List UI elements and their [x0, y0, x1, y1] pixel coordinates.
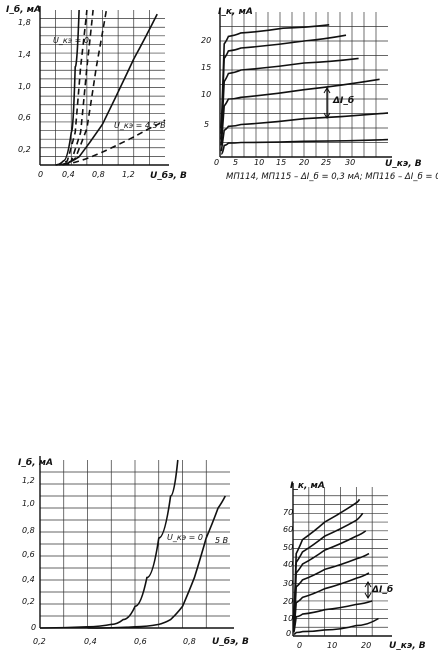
- delta-ib-arrowhead-down-1: [364, 592, 372, 599]
- chart4-delta-ib-label: ΔI_б: [371, 584, 393, 595]
- chart3-ticks: 0,2 0,4 0,6 0,8 0 0,2 0,4 0,6 0,8 1,0 1,…: [22, 476, 196, 646]
- chart1-xtick-1: 0,4: [62, 170, 75, 179]
- chart4-series-1: [293, 600, 373, 633]
- chart3-annotation-5v: 5 В: [215, 536, 228, 545]
- chart2-xtick-0: 0: [214, 158, 219, 167]
- chart1-ticks: 0 0,4 0,8 1,2 0,2 0,6 1,0 1,4 1,8: [18, 18, 135, 179]
- chart2-ticks: 0 5 10 15 20 25 30 5 10 15 20: [201, 36, 355, 167]
- chart4-ytick-3: 30: [283, 579, 293, 588]
- chart4-xtick-1: 10: [327, 641, 337, 650]
- chart2-xtick-3: 15: [276, 158, 286, 167]
- chart2-series-0: [221, 138, 389, 155]
- chart4-ticks: 0 10 20 0 10 20 30 40 50 60 70: [283, 508, 371, 650]
- chart4-ylabel: I_к, мА: [290, 481, 325, 491]
- chart3-series-1: [87, 495, 227, 629]
- chart2-ytick-1: 10: [201, 90, 211, 99]
- chart2-xtick-6: 30: [345, 158, 355, 167]
- chart3-annotation-uke-0: U_кэ = 0: [167, 533, 203, 542]
- chart3-ytick-0: 0: [31, 623, 36, 632]
- chart1-series-1: [55, 9, 88, 166]
- chart-input-characteristics-bottom: 0,2 0,4 0,6 0,8 0 0,2 0,4 0,6 0,8 1,0 1,…: [18, 456, 249, 647]
- chart2-ytick-2: 15: [201, 63, 211, 72]
- chart2-xtick-5: 25: [321, 158, 331, 167]
- chart2-series-1: [220, 112, 389, 152]
- chart3-ytick-4: 0,8: [22, 526, 35, 535]
- chart3-ytick-1: 0,2: [22, 597, 35, 606]
- chart3-curves: [39, 459, 227, 629]
- chart1-ytick-2: 1,0: [18, 82, 31, 91]
- chart4-series-6: [293, 498, 361, 624]
- chart4-xlabel: U_кэ, В: [389, 641, 426, 651]
- chart2-series-3: [220, 57, 359, 140]
- chart4-curves: [293, 498, 379, 635]
- chart3-xtick-3: 0,8: [183, 637, 196, 646]
- chart4-ytick-0: 0: [286, 629, 291, 638]
- chart2-ytick-0: 5: [204, 120, 209, 129]
- chart-output-characteristics-bottom: 0 10 20 0 10 20 30 40 50 60 70 I_к, мА U…: [283, 481, 426, 651]
- chart1-series-2: [59, 9, 94, 166]
- chart4-ytick-4: 40: [283, 560, 293, 569]
- chart1-curves: [55, 9, 166, 166]
- chart1-xlabel: U_бэ, В: [150, 170, 187, 181]
- chart3-ytick-2: 0,4: [22, 575, 35, 584]
- chart1-series-0: [55, 9, 80, 166]
- chart4-ytick-7: 70: [283, 508, 293, 517]
- chart2-grid: [220, 12, 388, 157]
- chart1-xtick-0: 0: [38, 170, 43, 179]
- chart1-annotation-uke-0: U_кэ = 0: [53, 36, 89, 45]
- chart2-caption: МП114, МП115 – ΔI_б = 0,3 мА; МП116 – ΔI…: [226, 172, 438, 182]
- chart1-ytick-0: 0,2: [18, 145, 31, 154]
- chart3-xtick-2: 0,6: [134, 637, 147, 646]
- chart4-ytick-1: 10: [283, 614, 293, 623]
- chart2-series-2: [220, 78, 380, 146]
- chart1-ylabel: I_б, мА: [6, 4, 41, 15]
- chart1-annotation-uke-45: U_кэ = 4,5 В: [114, 121, 166, 130]
- chart4-series-2: [293, 572, 370, 631]
- chart2-series-5: [220, 24, 330, 129]
- delta-ib-arrowhead-down-0: [323, 112, 331, 119]
- chart3-grid: [40, 460, 230, 628]
- chart3-ylabel: I_б, мА: [18, 457, 53, 468]
- chart4-ytick-6: 60: [283, 525, 293, 534]
- chart1-ytick-3: 1,4: [18, 50, 31, 59]
- chart3-ytick-5: 1,0: [22, 499, 35, 508]
- chart3-xlabel: U_бэ, В: [212, 636, 249, 647]
- chart2-xlabel: U_кэ, В: [385, 159, 422, 169]
- chart2-xtick-1: 5: [233, 158, 238, 167]
- chart1-xtick-3: 1,2: [122, 170, 135, 179]
- chart2-ylabel: I_к, мА: [218, 7, 253, 17]
- chart3-ytick-6: 1,2: [22, 476, 35, 485]
- chart3-ytick-3: 0,6: [22, 550, 35, 559]
- chart3-xtick-0: 0,2: [33, 637, 46, 646]
- chart1-ytick-1: 0,6: [18, 113, 31, 122]
- chart2-curves: [220, 24, 389, 155]
- chart4-series-3: [293, 552, 370, 630]
- chart4-xtick-2: 20: [361, 641, 371, 650]
- delta-ib-arrowhead-up-0: [323, 87, 331, 94]
- chart2-xtick-4: 20: [299, 158, 309, 167]
- chart4-grid: [293, 487, 388, 636]
- chart2-xtick-2: 10: [254, 158, 264, 167]
- chart2-delta-ib-label: ΔI_б: [332, 95, 354, 106]
- chart4-xtick-0: 0: [297, 641, 302, 650]
- delta-ib-arrowhead-up-1: [364, 581, 372, 588]
- chart4-ytick-2: 20: [283, 597, 293, 606]
- chart3-series-0: [39, 459, 179, 629]
- chart3-xtick-1: 0,4: [84, 637, 97, 646]
- chart2-ytick-3: 20: [201, 36, 211, 45]
- chart-input-characteristics-top: 0 0,4 0,8 1,2 0,2 0,6 1,0 1,4 1,8 I_б, м…: [6, 4, 187, 181]
- chart4-ytick-5: 50: [283, 543, 293, 552]
- chart1-grid: [40, 10, 165, 165]
- chart1-ytick-4: 1,8: [18, 18, 31, 27]
- chart1-series-4: [63, 13, 158, 166]
- chart4-series-0: [293, 617, 379, 635]
- chart1-xtick-2: 0,8: [92, 170, 105, 179]
- chart-output-characteristics-top: 0 5 10 15 20 25 30 5 10 15 20 I_к, мА U_…: [201, 7, 438, 182]
